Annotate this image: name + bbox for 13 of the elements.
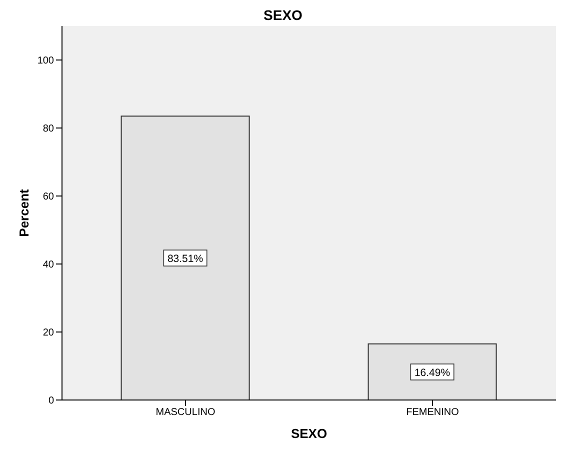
y-tick-label: 0 <box>48 396 54 407</box>
y-tick-label: 40 <box>42 260 54 271</box>
y-axis-title: Percent <box>16 188 32 237</box>
y-tick-label: 80 <box>42 124 54 135</box>
y-tick-label: 100 <box>37 56 54 67</box>
x-axis-title: SEXO <box>290 426 328 441</box>
data-label: 83.51% <box>167 253 204 266</box>
x-tick-label: FEMENINO <box>406 407 460 418</box>
x-tick-label: MASCULINO <box>156 407 216 418</box>
y-tick-label: 60 <box>42 192 54 203</box>
y-tick-label: 20 <box>42 328 54 339</box>
data-label: 16.49% <box>414 366 450 379</box>
chart-title: SEXO <box>262 7 304 23</box>
